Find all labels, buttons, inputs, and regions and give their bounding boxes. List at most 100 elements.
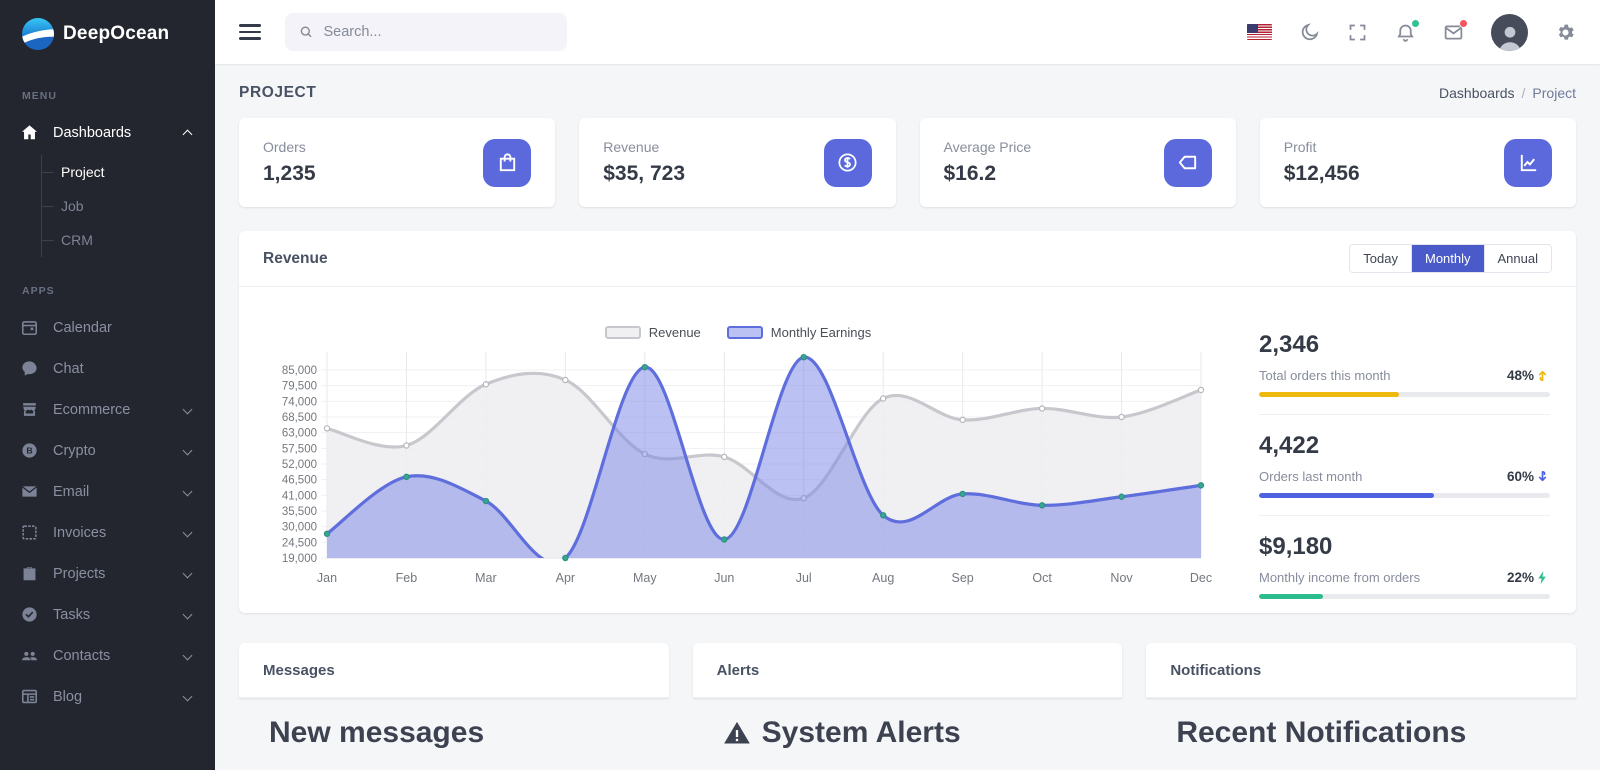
notifications-button[interactable] bbox=[1395, 18, 1420, 43]
svg-text:35,500: 35,500 bbox=[282, 506, 317, 518]
sidebar-item-tasks[interactable]: Tasks bbox=[0, 594, 215, 635]
summary-value: 4,422 bbox=[1259, 432, 1320, 459]
svg-text:57,500: 57,500 bbox=[282, 443, 317, 455]
arrow-down-icon bbox=[1538, 470, 1547, 482]
sidebar-item-ecommerce[interactable]: Ecommerce bbox=[0, 389, 215, 430]
svg-text:Jun: Jun bbox=[714, 571, 734, 585]
svg-text:46,500: 46,500 bbox=[282, 475, 317, 487]
store-icon bbox=[23, 403, 36, 416]
messages-column: Messages New messages bbox=[239, 643, 669, 750]
language-flag-button[interactable] bbox=[1247, 24, 1272, 40]
sidebar-item-calendar[interactable]: Calendar bbox=[0, 307, 215, 348]
svg-text:Oct: Oct bbox=[1032, 571, 1052, 585]
svg-text:Dec: Dec bbox=[1190, 571, 1212, 585]
arrow-up-icon bbox=[1538, 370, 1547, 382]
chevron-down-icon bbox=[182, 691, 193, 702]
search-box bbox=[285, 13, 567, 51]
svg-text:79,500: 79,500 bbox=[282, 381, 317, 393]
svg-text:24,500: 24,500 bbox=[282, 537, 317, 549]
brand[interactable]: DeepOcean bbox=[0, 0, 215, 68]
sidebar-item-blog[interactable]: Blog bbox=[0, 676, 215, 717]
dark-mode-button[interactable] bbox=[1299, 22, 1320, 43]
home-icon bbox=[21, 125, 38, 140]
legend-item[interactable]: Monthly Earnings bbox=[726, 325, 871, 340]
range-button-today[interactable]: Today bbox=[1350, 245, 1411, 272]
sidebar-item-dashboards[interactable]: Dashboards bbox=[0, 112, 215, 153]
menu-section-label: MENU bbox=[22, 90, 57, 102]
chevron-down-icon bbox=[182, 650, 193, 661]
alerts-column: Alerts System Alerts bbox=[692, 643, 1123, 750]
tag-icon bbox=[1179, 155, 1197, 170]
svg-text:41,000: 41,000 bbox=[282, 490, 317, 502]
sidebar-item-projects[interactable]: Projects bbox=[0, 553, 215, 594]
sidebar-item-contacts[interactable]: Contacts bbox=[0, 635, 215, 676]
us-flag-icon bbox=[1247, 24, 1272, 40]
chevron-up-icon bbox=[182, 129, 193, 140]
svg-text:Aug: Aug bbox=[872, 571, 894, 585]
sidebar-item-label: Tasks bbox=[53, 606, 91, 623]
moon-icon bbox=[1301, 22, 1319, 40]
breadcrumb-parent[interactable]: Dashboards bbox=[1439, 85, 1515, 101]
sidebar-item-label: Email bbox=[53, 483, 90, 500]
summary-percent: 22% bbox=[1506, 570, 1534, 585]
svg-text:B: B bbox=[26, 446, 32, 456]
alerts-heading: System Alerts bbox=[723, 716, 1123, 750]
stat-label: Orders bbox=[263, 139, 306, 155]
revenue-area-chart: 85,000 79,500 74,000 68,500 63,000 57,500 52,0… bbox=[282, 352, 1212, 585]
bottom-row: Messages New messages Alerts System Aler… bbox=[239, 643, 1576, 750]
messages-button[interactable] bbox=[1443, 18, 1468, 43]
sidebar-item-email[interactable]: Email bbox=[0, 471, 215, 512]
sidebar-item-label: Dashboards bbox=[53, 124, 132, 141]
svg-text:52,000: 52,000 bbox=[282, 459, 317, 471]
svg-text:Jul: Jul bbox=[796, 571, 812, 585]
sidebar-subitem-project[interactable]: Project bbox=[42, 155, 215, 189]
fullscreen-button[interactable] bbox=[1347, 22, 1368, 43]
svg-text:Mar: Mar bbox=[475, 571, 497, 585]
breadcrumb-current: Project bbox=[1532, 85, 1576, 101]
stat-label: Profit bbox=[1283, 139, 1317, 155]
card-title: Alerts bbox=[716, 661, 760, 679]
summary-value: 2,346 bbox=[1259, 331, 1320, 358]
chart-legend: Revenue Monthly Earnings bbox=[263, 325, 1213, 340]
legend-item[interactable]: Revenue bbox=[604, 325, 701, 340]
breadcrumb: Dashboards / Project bbox=[1439, 85, 1576, 101]
alerts-card: Alerts bbox=[692, 643, 1123, 698]
sidebar-item-label: Blog bbox=[53, 688, 83, 705]
svg-text:63,000: 63,000 bbox=[282, 428, 317, 440]
svg-text:74,000: 74,000 bbox=[282, 396, 317, 408]
stat-value: $16.2 bbox=[943, 162, 997, 185]
progress-track bbox=[1259, 594, 1550, 599]
people-icon bbox=[21, 651, 38, 661]
range-button-group: Today Monthly Annual bbox=[1349, 244, 1552, 273]
sidebar-item-label: Invoices bbox=[53, 524, 107, 541]
progress-fill bbox=[1259, 493, 1434, 498]
notifications-card: Notifications bbox=[1146, 643, 1576, 698]
sidebar-item-chat[interactable]: Chat bbox=[0, 348, 215, 389]
sidebar-item-invoices[interactable]: Invoices bbox=[0, 512, 215, 553]
notifications-heading: Recent Notifications bbox=[1176, 716, 1467, 749]
briefcase-icon bbox=[23, 567, 36, 581]
search-input[interactable] bbox=[323, 24, 553, 40]
range-button-annual[interactable]: Annual bbox=[1483, 245, 1551, 272]
sidebar-subitem-crm[interactable]: CRM bbox=[42, 223, 215, 257]
sidebar: DeepOcean MENU Dashboards Project Job CR… bbox=[0, 0, 215, 770]
topbar bbox=[215, 0, 1600, 64]
progress-fill bbox=[1259, 594, 1324, 599]
stat-value: $35, 723 bbox=[603, 162, 685, 185]
range-button-monthly[interactable]: Monthly bbox=[1410, 245, 1484, 272]
menu-toggle-button[interactable] bbox=[239, 24, 261, 40]
user-avatar[interactable] bbox=[1491, 13, 1528, 51]
settings-button[interactable] bbox=[1555, 22, 1576, 43]
notifications-column: Notifications Recent Notifications bbox=[1146, 643, 1576, 750]
search-icon bbox=[300, 26, 312, 38]
svg-text:Feb: Feb bbox=[396, 571, 418, 585]
sidebar-item-crypto[interactable]: B Crypto bbox=[0, 430, 215, 471]
sidebar-subitem-job[interactable]: Job bbox=[42, 189, 215, 223]
sidebar-item-label: Projects bbox=[53, 565, 106, 582]
progress-track bbox=[1259, 493, 1550, 498]
svg-text:Apr: Apr bbox=[556, 571, 575, 585]
dollar-circle-icon bbox=[838, 153, 857, 172]
mail-icon bbox=[1444, 25, 1463, 39]
svg-text:Sep: Sep bbox=[952, 571, 974, 585]
messages-card: Messages bbox=[239, 643, 669, 698]
